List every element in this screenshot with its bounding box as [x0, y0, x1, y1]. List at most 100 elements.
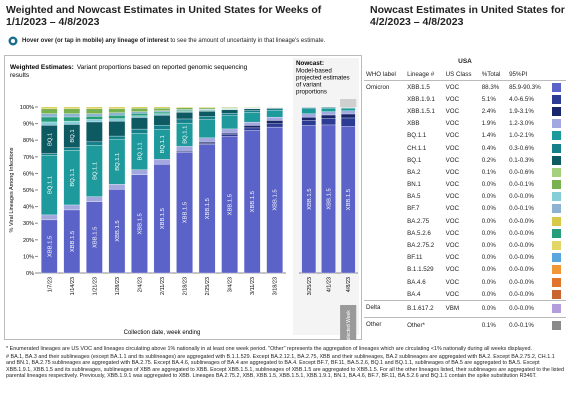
- swatch-cell: [550, 288, 566, 301]
- cell-pi: 0.0-0.0%: [509, 217, 534, 225]
- table-row: BA.2.75.2 VOC 0.0% 0.0-0.0%: [364, 239, 566, 251]
- bar-segment: [153, 113, 171, 116]
- bar-segment: [321, 108, 336, 112]
- cell-class: [443, 316, 480, 333]
- table-row: BA.2.75 VOC 0.0% 0.0-0.0%: [364, 215, 566, 227]
- bar-segment: [131, 128, 148, 134]
- swatch: [552, 106, 562, 116]
- bar-segment: [221, 112, 238, 116]
- swatch-cell: [550, 93, 566, 105]
- cell-total: 0.1%: [479, 316, 508, 333]
- cell-total: 0.1%: [481, 168, 496, 176]
- swatch-cell: [550, 203, 566, 215]
- bar-segment: [41, 121, 58, 126]
- cell-total: 0.0%: [481, 254, 496, 262]
- cell-lineage: BA.5.2.6: [407, 229, 431, 237]
- bar-segment: [41, 113, 58, 118]
- bar-segment: [153, 106, 171, 109]
- left-title: Weighted and Nowcast Estimates in United…: [6, 4, 322, 28]
- cell-lineage: BA.4.6: [407, 278, 426, 286]
- bar-segment: [243, 108, 261, 111]
- table-row: BA.2 VOC 0.1% 0.0-0.6%: [364, 166, 566, 178]
- x-tick-label: 1/14/23: [70, 277, 76, 295]
- cell-total: 0.0%: [481, 278, 496, 286]
- cell-lineage: BA.4: [407, 290, 421, 298]
- bar-segment: [108, 120, 126, 137]
- cell-pi: 0.1-0.3%: [509, 156, 534, 164]
- chart-subtitle: Model-based: [296, 68, 332, 75]
- cell-pi: 0.0-0.0%: [509, 266, 534, 274]
- who-label: Omicron: [364, 79, 406, 301]
- bar-segment: [131, 108, 148, 112]
- cell-pi: 0.0-0.1%: [507, 316, 551, 333]
- bar-segment: [131, 113, 148, 116]
- bar-segment: [340, 110, 356, 115]
- bar-segment: [86, 108, 103, 114]
- swatch-cell: [550, 191, 566, 203]
- selected-band: [340, 99, 357, 107]
- table-row: BA.4.6 VOC 0.0% 0.0-0.0%: [364, 276, 566, 288]
- bar-segment: [221, 132, 238, 135]
- bar-segment: [86, 119, 103, 123]
- cell-pi: 0.0-0.0%: [507, 300, 551, 318]
- swatch: [552, 277, 562, 287]
- swatch-cell: [550, 239, 566, 251]
- bar-segment: [176, 110, 193, 112]
- bar-segment: [63, 120, 81, 125]
- segment-label: XBB.1.5: [160, 208, 166, 229]
- swatch-cell: [550, 276, 566, 288]
- cell-pi: 85.9-90.3%: [507, 80, 551, 94]
- bar-segment: [301, 120, 317, 126]
- bar-segment: [131, 115, 148, 118]
- swatch-cell: [550, 80, 566, 94]
- cell-total: 0.2%: [481, 156, 496, 164]
- selected-week: [340, 305, 357, 340]
- bar-segment: [86, 113, 103, 117]
- cell-class: VOC: [445, 229, 460, 237]
- x-axis-label: Collection date, week ending: [124, 330, 201, 336]
- segment-label: XBB.1.5: [273, 189, 279, 210]
- hover-icon: [8, 36, 18, 46]
- swatch: [552, 192, 562, 202]
- cell-pi: 0.0-0.0%: [509, 254, 534, 262]
- swatch: [552, 265, 562, 275]
- swatch-cell: [550, 130, 566, 142]
- x-tick-label: 2/4/23: [137, 277, 143, 292]
- swatch: [552, 241, 562, 251]
- cell-total: 1.9%: [481, 120, 496, 128]
- cell-class: VOC: [445, 217, 460, 225]
- cell-lineage: BF.11: [407, 254, 423, 262]
- swatch: [552, 167, 562, 177]
- cell-pi: 1.9-3.1%: [509, 107, 534, 115]
- cell-pi: 0.0-0.0%: [509, 193, 534, 201]
- segment-label: BQ.1.1: [115, 153, 121, 171]
- x-tick-label: 3/11/23: [250, 277, 256, 295]
- segment-label: BQ.1.1: [92, 162, 98, 180]
- cell-class: VOC: [445, 168, 460, 176]
- cell-total: 2.4%: [481, 107, 496, 115]
- bar-segment: [221, 109, 238, 114]
- x-tick-label: 4/8/23: [346, 277, 352, 292]
- swatch-cell: [550, 142, 566, 154]
- cell-lineage: BQ.1.1: [407, 132, 427, 140]
- swatch: [552, 119, 562, 129]
- cell-lineage: XBB.1.9.1: [407, 95, 435, 103]
- column-header-swatch: [550, 68, 566, 81]
- x-tick-label: 3/4/23: [228, 277, 234, 292]
- y-tick-label: 70%: [23, 155, 34, 161]
- x-tick-label: 2/18/23: [183, 277, 189, 295]
- column-header: %Total: [481, 70, 501, 78]
- chart-title: Nowcast:: [296, 60, 324, 67]
- swatch: [552, 304, 562, 314]
- segment-label: BQ.1.1: [70, 169, 76, 187]
- cell-lineage: BA.2: [407, 168, 421, 176]
- segment-label: BQ.1.1: [183, 126, 189, 144]
- cell-class: VOC: [445, 266, 460, 274]
- y-tick-label: 10%: [23, 254, 34, 260]
- cell-total: 0.0%: [481, 205, 496, 213]
- bar-segment: [301, 113, 317, 118]
- cell-pi: 0.0-0.0%: [509, 229, 534, 237]
- hover-rest: to see the amount of uncertainty in that…: [170, 38, 326, 44]
- cell-lineage: BA.2.75: [407, 217, 430, 225]
- cell-lineage: XBB.1.5: [405, 80, 444, 94]
